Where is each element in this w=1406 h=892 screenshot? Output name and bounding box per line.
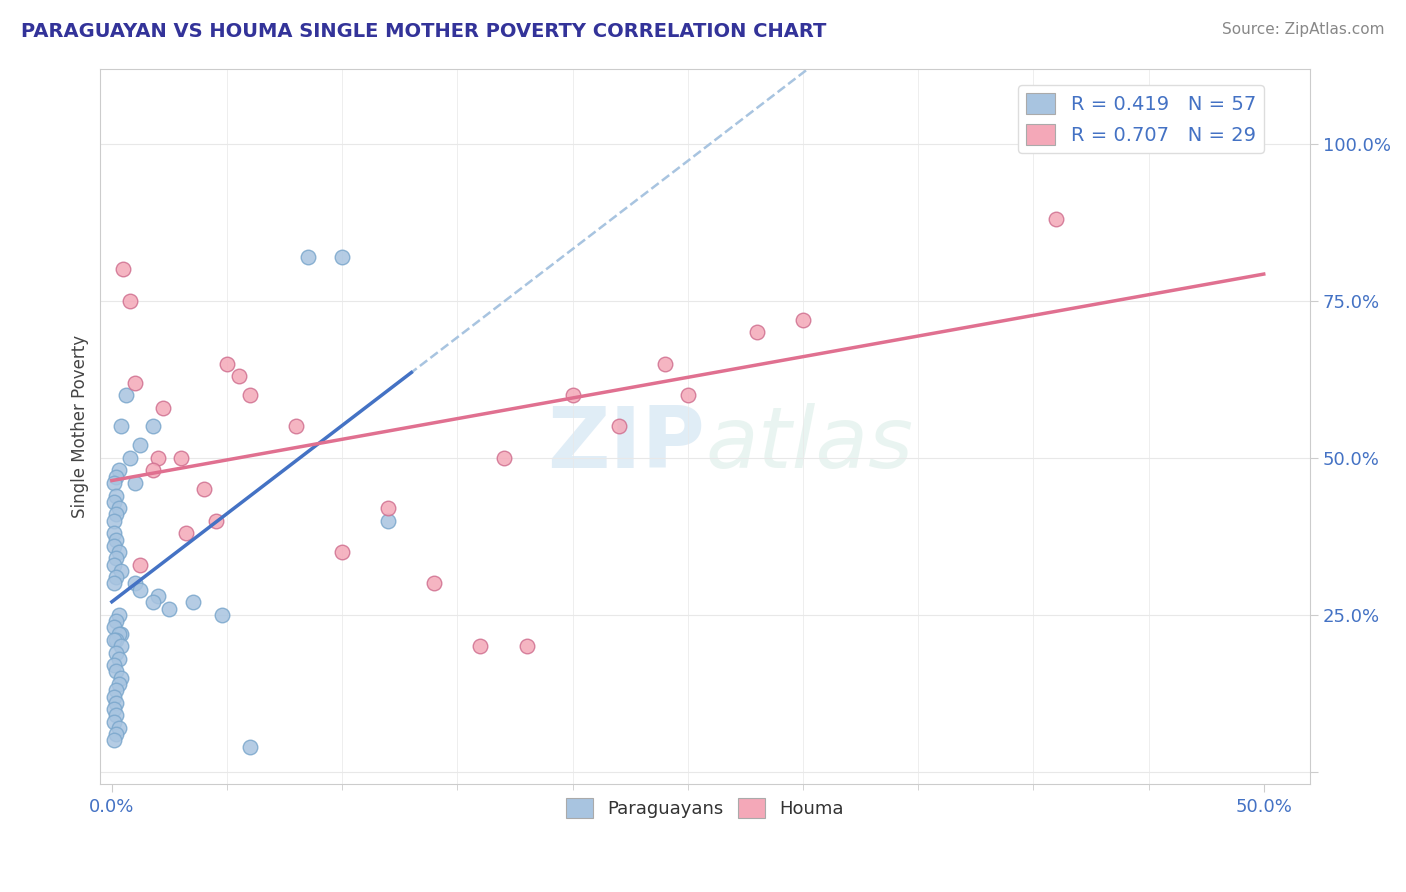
Point bbox=[103, 714, 125, 729]
Point bbox=[120, 293, 142, 308]
Point bbox=[124, 376, 146, 390]
Point bbox=[105, 632, 128, 647]
Point bbox=[215, 357, 238, 371]
Point bbox=[297, 250, 319, 264]
Point bbox=[1045, 212, 1067, 227]
Point bbox=[239, 739, 262, 754]
Point bbox=[128, 582, 150, 597]
Point bbox=[330, 545, 353, 559]
Point bbox=[103, 576, 125, 591]
Point bbox=[103, 690, 125, 704]
Point bbox=[112, 262, 135, 277]
Point bbox=[239, 388, 262, 402]
Point bbox=[107, 607, 129, 622]
Point bbox=[159, 601, 181, 615]
Point bbox=[107, 677, 129, 691]
Point bbox=[128, 558, 150, 572]
Point bbox=[103, 539, 125, 553]
Point bbox=[142, 463, 165, 477]
Point bbox=[515, 640, 537, 654]
Point bbox=[128, 438, 150, 452]
Text: PARAGUAYAN VS HOUMA SINGLE MOTHER POVERTY CORRELATION CHART: PARAGUAYAN VS HOUMA SINGLE MOTHER POVERT… bbox=[21, 22, 827, 41]
Point bbox=[745, 326, 768, 340]
Point bbox=[181, 595, 204, 609]
Point bbox=[105, 646, 128, 660]
Point bbox=[103, 733, 125, 747]
Point bbox=[103, 475, 125, 490]
Point bbox=[105, 489, 128, 503]
Point bbox=[193, 483, 215, 497]
Point bbox=[124, 475, 146, 490]
Point bbox=[146, 450, 169, 465]
Point bbox=[607, 419, 630, 434]
Y-axis label: Single Mother Poverty: Single Mother Poverty bbox=[72, 334, 89, 518]
Point bbox=[114, 388, 136, 402]
Point bbox=[228, 369, 250, 384]
Point bbox=[142, 419, 165, 434]
Point bbox=[142, 595, 165, 609]
Point bbox=[103, 526, 125, 541]
Point bbox=[103, 495, 125, 509]
Point bbox=[470, 640, 492, 654]
Point bbox=[105, 683, 128, 698]
Point bbox=[105, 551, 128, 566]
Text: ZIP: ZIP bbox=[547, 403, 704, 486]
Point bbox=[211, 607, 233, 622]
Point bbox=[792, 312, 814, 326]
Point bbox=[561, 388, 583, 402]
Point bbox=[330, 250, 353, 264]
Point bbox=[110, 626, 132, 640]
Point bbox=[110, 419, 132, 434]
Point bbox=[676, 388, 699, 402]
Point bbox=[103, 620, 125, 634]
Point bbox=[107, 545, 129, 559]
Point bbox=[107, 501, 129, 516]
Point bbox=[103, 658, 125, 673]
Point bbox=[103, 702, 125, 716]
Text: atlas: atlas bbox=[704, 403, 912, 486]
Point bbox=[107, 721, 129, 735]
Point bbox=[110, 564, 132, 578]
Point bbox=[152, 401, 174, 415]
Point bbox=[103, 514, 125, 528]
Point bbox=[492, 450, 515, 465]
Point bbox=[105, 570, 128, 584]
Point bbox=[110, 640, 132, 654]
Point bbox=[103, 558, 125, 572]
Point bbox=[204, 514, 226, 528]
Point bbox=[103, 632, 125, 647]
Point bbox=[377, 514, 399, 528]
Point bbox=[377, 501, 399, 516]
Point bbox=[105, 708, 128, 723]
Point bbox=[107, 626, 129, 640]
Legend: Paraguayans, Houma: Paraguayans, Houma bbox=[558, 791, 852, 825]
Point bbox=[105, 614, 128, 628]
Point bbox=[423, 576, 446, 591]
Point bbox=[105, 469, 128, 483]
Point bbox=[105, 508, 128, 522]
Point bbox=[105, 727, 128, 741]
Point bbox=[105, 533, 128, 547]
Point bbox=[105, 665, 128, 679]
Point bbox=[107, 652, 129, 666]
Point bbox=[105, 696, 128, 710]
Text: Source: ZipAtlas.com: Source: ZipAtlas.com bbox=[1222, 22, 1385, 37]
Point bbox=[124, 576, 146, 591]
Point bbox=[107, 463, 129, 477]
Point bbox=[654, 357, 676, 371]
Point bbox=[1137, 136, 1160, 151]
Point bbox=[170, 450, 193, 465]
Point bbox=[285, 419, 308, 434]
Point bbox=[174, 526, 197, 541]
Point bbox=[146, 589, 169, 603]
Point bbox=[120, 450, 142, 465]
Point bbox=[110, 671, 132, 685]
